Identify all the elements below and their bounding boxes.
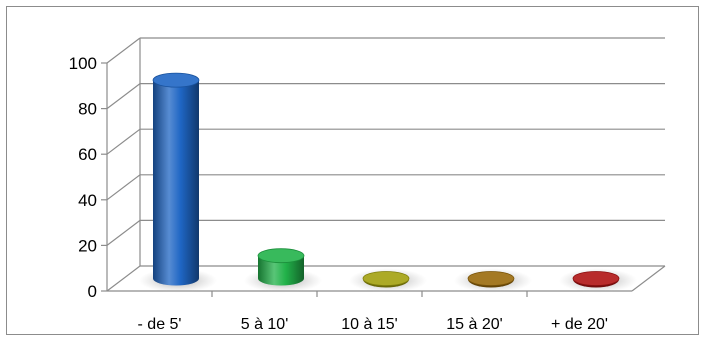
y-tick-label: 80 — [78, 100, 97, 119]
bar — [244, 248, 322, 293]
y-tick-label: 40 — [78, 191, 97, 210]
x-tick-label: 10 à 15' — [341, 316, 397, 333]
x-tick-label: + de 20' — [551, 316, 608, 333]
bar — [139, 72, 217, 293]
bar — [559, 268, 637, 293]
x-tick-label: 15 à 20' — [446, 316, 502, 333]
bar — [454, 268, 532, 293]
bar-top — [572, 271, 620, 286]
side-gridline — [106, 128, 141, 155]
y-tick-label: 20 — [78, 236, 97, 255]
bar-top — [467, 271, 515, 286]
bar-top — [152, 72, 200, 88]
floor-right-edge — [631, 265, 666, 292]
x-tick-label: - de 5' — [138, 316, 182, 333]
side-gridline — [106, 174, 141, 201]
x-tick-label: 5 à 10' — [241, 316, 289, 333]
bar-body — [153, 80, 199, 286]
chart-gridlines — [106, 37, 665, 292]
chart-bars — [139, 72, 637, 293]
y-tick-label: 60 — [78, 145, 97, 164]
y-axis-ticks: 0 20 40 60 80 100 — [69, 54, 97, 301]
bar-body — [258, 255, 304, 286]
bar-top — [362, 271, 410, 286]
y-tick-label: 0 — [88, 282, 97, 301]
y-tick-label: 100 — [69, 54, 97, 73]
x-axis-labels: - de 5' 5 à 10' 10 à 15' 15 à 20' + de 20' — [138, 316, 608, 333]
side-gridline — [106, 83, 141, 110]
side-gridline — [106, 219, 141, 246]
side-gridline — [106, 265, 141, 292]
bar — [349, 268, 427, 293]
bar-top — [257, 248, 305, 264]
side-gridline — [106, 37, 141, 64]
